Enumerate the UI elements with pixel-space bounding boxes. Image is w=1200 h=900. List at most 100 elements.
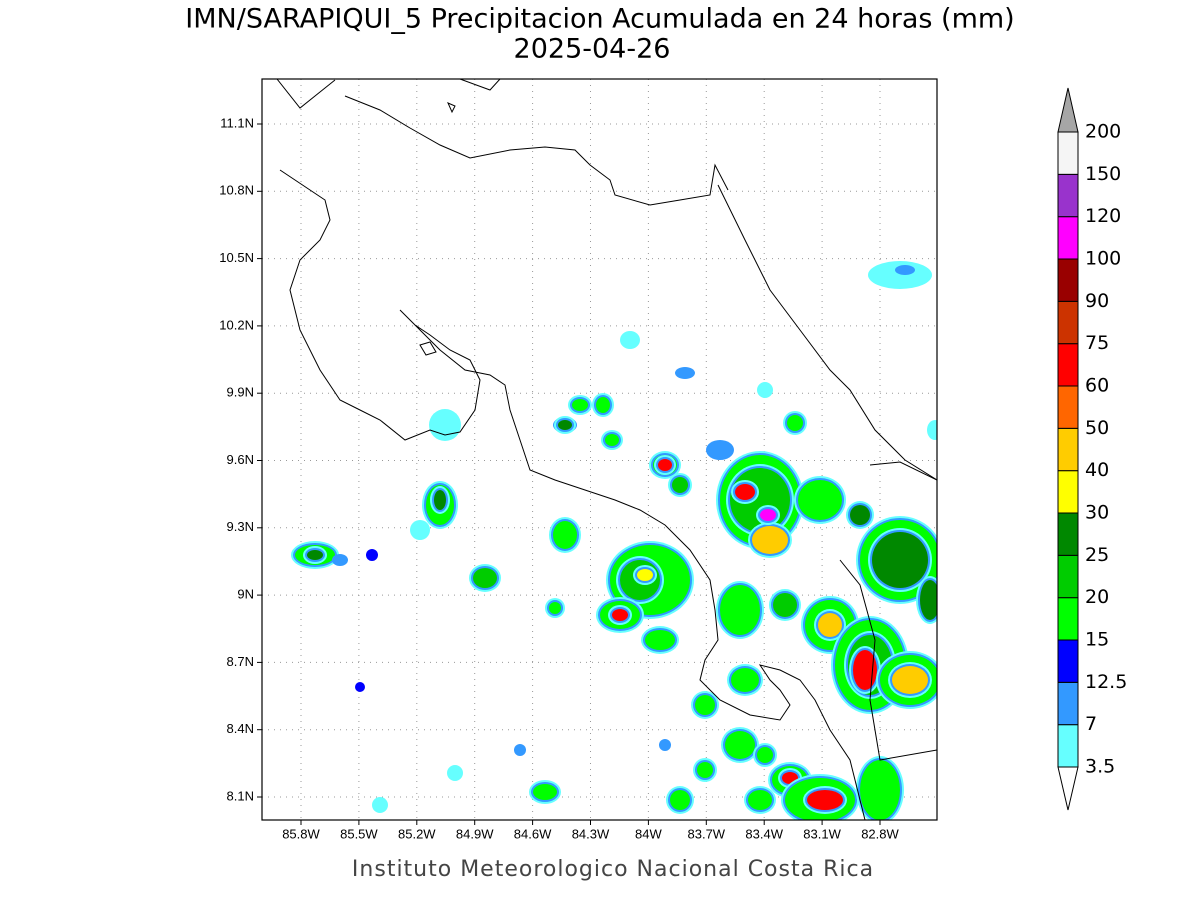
x-tick-label: 84.3W bbox=[572, 826, 610, 841]
precip-area bbox=[355, 682, 365, 692]
x-tick-label: 83.4W bbox=[745, 826, 783, 841]
y-tick-label: 8.7N bbox=[227, 654, 254, 669]
precip-area bbox=[366, 549, 378, 561]
colorbar-label: 50 bbox=[1085, 417, 1109, 439]
title: IMN/SARAPIQUI_5 Precipitacion Acumulada … bbox=[185, 4, 1014, 35]
precip-area bbox=[798, 480, 842, 520]
colorbar-label: 20 bbox=[1085, 586, 1109, 608]
y-tick-label: 11.1N bbox=[220, 115, 254, 130]
precip-area bbox=[807, 790, 843, 810]
colorbar-label: 150 bbox=[1085, 163, 1121, 185]
plot-frame bbox=[261, 78, 938, 821]
colorbar-label: 30 bbox=[1085, 502, 1109, 524]
precip-area bbox=[332, 554, 348, 566]
colorbar-segment bbox=[1057, 427, 1079, 472]
precip-area bbox=[572, 399, 588, 411]
precip-area bbox=[731, 668, 759, 692]
coastline bbox=[459, 79, 501, 91]
x-tick-label: 83.7W bbox=[688, 826, 726, 841]
colorbar-label: 25 bbox=[1085, 544, 1109, 566]
y-tick-label: 10.8N bbox=[219, 183, 254, 198]
y-tick-label: 9N bbox=[237, 587, 254, 602]
y-tick-label: 9.3N bbox=[227, 519, 254, 534]
y-tick-label: 10.5N bbox=[219, 250, 254, 265]
precip-area bbox=[659, 739, 671, 751]
colorbar-segment bbox=[1057, 300, 1079, 345]
precip-area bbox=[773, 593, 797, 617]
colorbar-label: 75 bbox=[1085, 332, 1109, 354]
axis-labels: 85.8W 85.5W 85.2W 84.9W 84.6W 84.3W 84W 83.7W 83… bbox=[219, 115, 899, 841]
coastline bbox=[717, 184, 937, 481]
precipitation-field bbox=[291, 261, 937, 820]
colorbar-label: 12.5 bbox=[1085, 671, 1127, 693]
y-tick-label: 10.2N bbox=[219, 317, 254, 332]
precip-area bbox=[624, 335, 636, 345]
colorbar-segment bbox=[1057, 216, 1079, 260]
colorbar-label: 3.5 bbox=[1085, 756, 1115, 778]
precip-area bbox=[920, 580, 937, 620]
precip-area bbox=[706, 440, 734, 460]
precip-area bbox=[433, 413, 457, 437]
coastlines bbox=[276, 79, 937, 820]
colorbar-label: 200 bbox=[1085, 121, 1121, 143]
precip-area bbox=[735, 484, 755, 500]
coastline bbox=[276, 79, 336, 109]
precip-area bbox=[553, 521, 577, 549]
precip-area bbox=[473, 568, 497, 588]
precip-area bbox=[637, 569, 653, 581]
precip-area bbox=[645, 630, 675, 650]
coastline bbox=[344, 95, 729, 206]
precip-area bbox=[720, 585, 760, 635]
colorbar-over bbox=[1057, 87, 1079, 133]
y-tick-label: 9.9N bbox=[227, 385, 254, 400]
colorbar-segment bbox=[1057, 385, 1079, 429]
colorbar: 3.5 7 12.5 15 20 25 30 40 50 60 75 90 100 120 150 200 bbox=[1057, 87, 1127, 811]
precip-area bbox=[761, 386, 769, 394]
x-tick-label: 84W bbox=[635, 826, 662, 841]
island bbox=[419, 341, 437, 356]
precip-area bbox=[670, 790, 690, 810]
precip-area bbox=[514, 744, 526, 756]
border bbox=[839, 559, 937, 761]
precip-area bbox=[307, 550, 323, 560]
colorbar-segment bbox=[1057, 131, 1079, 175]
colorbar-segment bbox=[1057, 724, 1079, 768]
footer: Instituto Meteorologico Nacional Costa R… bbox=[352, 857, 874, 882]
x-tick-label: 85.2W bbox=[398, 826, 436, 841]
colorbar-segment bbox=[1057, 258, 1079, 302]
colorbar-label: 90 bbox=[1085, 290, 1109, 312]
y-tick-label: 8.4N bbox=[227, 721, 254, 736]
precip-area bbox=[895, 265, 915, 275]
precip-area bbox=[434, 490, 446, 510]
precip-area bbox=[757, 747, 773, 763]
colorbar-segment bbox=[1057, 173, 1079, 218]
precip-area bbox=[695, 695, 715, 715]
precip-area bbox=[451, 769, 459, 777]
precip-area bbox=[892, 666, 928, 694]
border bbox=[869, 461, 937, 481]
colorbar-segment bbox=[1057, 639, 1079, 683]
island bbox=[447, 102, 456, 114]
y-tick-label: 9.6N bbox=[227, 452, 254, 467]
x-tick-label: 85.5W bbox=[340, 826, 378, 841]
colorbar-label: 120 bbox=[1085, 205, 1121, 227]
precip-area bbox=[748, 790, 772, 810]
precip-area bbox=[850, 505, 870, 525]
precip-area bbox=[558, 420, 572, 430]
precip-area bbox=[672, 477, 688, 493]
subtitle: 2025-04-26 bbox=[514, 34, 671, 65]
precip-area bbox=[376, 801, 384, 809]
x-tick-label: 82.8W bbox=[861, 826, 899, 841]
grid bbox=[262, 79, 937, 820]
coastline bbox=[279, 169, 866, 820]
colorbar-segment bbox=[1057, 512, 1079, 556]
precip-area bbox=[596, 397, 610, 413]
precip-area bbox=[787, 415, 803, 431]
colorbar-segment bbox=[1057, 343, 1079, 387]
colorbar-segment bbox=[1057, 470, 1079, 514]
precip-area bbox=[605, 434, 619, 446]
precip-area bbox=[612, 609, 628, 621]
y-tick-label: 8.1N bbox=[227, 788, 254, 803]
